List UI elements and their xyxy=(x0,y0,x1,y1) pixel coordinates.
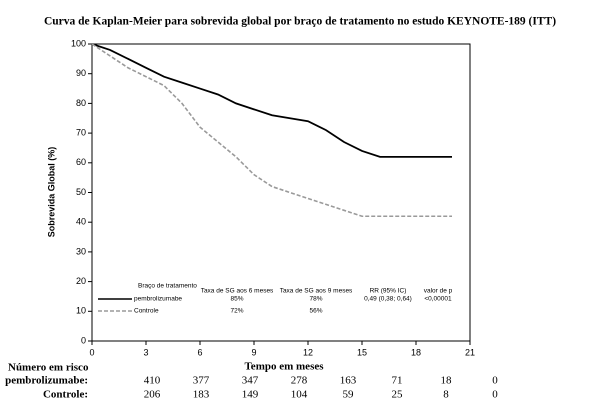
y-tick-label: 60 xyxy=(76,157,86,167)
x-tick-label: 21 xyxy=(465,347,475,357)
summary-header: valor de p xyxy=(424,288,453,295)
risk-title: Número em risco xyxy=(8,362,89,374)
risk-count: 410 xyxy=(144,375,161,387)
risk-count: 206 xyxy=(144,389,161,401)
risk-count: 149 xyxy=(242,389,259,401)
summary-cell: 0,49 (0,38; 0,64) xyxy=(364,296,412,303)
summary-header: Taxa de SG aos 6 meses xyxy=(201,288,274,295)
y-tick-label: 40 xyxy=(76,217,86,227)
risk-count: 183 xyxy=(193,389,210,401)
y-tick-label: 80 xyxy=(76,98,86,108)
summary-cell: 72% xyxy=(230,308,243,315)
risk-count: 377 xyxy=(193,375,210,387)
risk-count: 25 xyxy=(392,389,404,401)
legend-label: pembrolizumabe xyxy=(134,296,182,303)
x-tick-label: 15 xyxy=(357,347,367,357)
risk-count: 0 xyxy=(492,389,498,401)
summary-cell: 85% xyxy=(230,296,243,303)
y-tick-label: 100 xyxy=(71,38,86,48)
risk-count: 8 xyxy=(443,389,449,401)
chart-title: Curva de Kaplan-Meier para sobrevida glo… xyxy=(44,16,556,28)
risk-count: 163 xyxy=(340,375,357,387)
risk-count: 104 xyxy=(291,389,308,401)
summary-cell: 56% xyxy=(309,308,322,315)
y-axis-label: Sobrevida Global (%) xyxy=(46,147,56,238)
x-tick-label: 18 xyxy=(411,347,421,357)
risk-row-label: Controle: xyxy=(43,389,88,401)
risk-row-label: pembrolizumabe: xyxy=(5,375,88,387)
y-tick-label: 30 xyxy=(76,246,86,256)
x-tick-label: 6 xyxy=(197,347,202,357)
risk-count: 59 xyxy=(343,389,355,401)
x-tick-label: 0 xyxy=(89,347,94,357)
risk-count: 0 xyxy=(492,375,498,387)
summary-header: Braço de tratamento xyxy=(138,283,197,290)
y-tick-label: 20 xyxy=(76,276,86,286)
risk-count: 18 xyxy=(441,375,453,387)
summary-cell: 78% xyxy=(309,296,322,303)
survival-curve xyxy=(91,43,452,158)
survival-curve xyxy=(91,43,452,218)
x-axis-label: Tempo em meses xyxy=(244,361,324,373)
x-tick-label: 9 xyxy=(251,347,256,357)
summary-header: RR (95% IC) xyxy=(370,288,407,295)
y-tick-label: 90 xyxy=(76,68,86,78)
y-tick-label: 70 xyxy=(76,127,86,137)
y-tick-label: 10 xyxy=(76,306,86,316)
summary-header: Taxa de SG aos 9 meses xyxy=(280,288,353,295)
y-tick-label: 50 xyxy=(76,187,86,197)
risk-count: 71 xyxy=(392,375,403,387)
summary-cell: <0,00001 xyxy=(424,296,452,303)
risk-count: 278 xyxy=(291,375,308,387)
y-tick-label: 0 xyxy=(81,335,86,345)
legend-label: Controle xyxy=(134,308,159,315)
x-tick-label: 3 xyxy=(143,347,148,357)
x-tick-label: 12 xyxy=(303,347,313,357)
risk-count: 347 xyxy=(242,375,259,387)
